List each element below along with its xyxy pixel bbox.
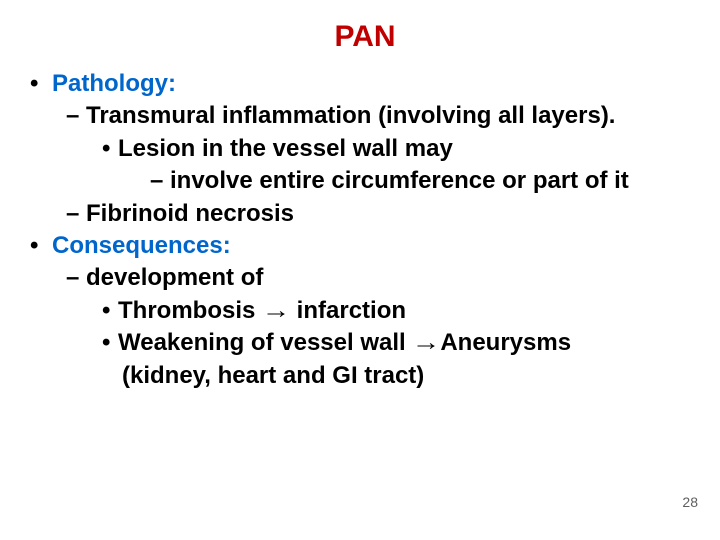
bullet-line: (kidney, heart and GI tract) <box>30 360 700 392</box>
bullet-line: •Consequences: <box>30 230 700 262</box>
bullet-text: Fibrinoid necrosis <box>86 200 294 227</box>
slide-body: PAN •Pathology:–Transmural inflammation … <box>0 0 720 392</box>
arrow-icon: → <box>259 295 293 327</box>
bullet-line: –development of <box>30 262 700 294</box>
bullet-marker: • <box>102 295 118 327</box>
bullet-line: •Lesion in the vessel wall may <box>30 133 700 165</box>
slide-title: PAN <box>30 20 700 54</box>
bullet-marker: – <box>66 262 86 294</box>
page-number: 28 <box>682 494 698 510</box>
bullet-text: involve entire circumference or part of … <box>170 167 629 194</box>
bullet-text: development of <box>86 264 263 291</box>
bullet-text: Pathology: <box>52 70 176 97</box>
bullet-marker: • <box>102 327 118 359</box>
bullet-line: •Thrombosis → infarction <box>30 295 700 327</box>
bullet-text: Weakening of vessel wall →Aneurysms <box>118 329 571 356</box>
slide-content: •Pathology:–Transmural inflammation (inv… <box>30 68 700 392</box>
bullet-line: –Fibrinoid necrosis <box>30 198 700 230</box>
bullet-text: (kidney, heart and GI tract) <box>122 362 424 389</box>
bullet-text: Lesion in the vessel wall may <box>118 135 453 162</box>
bullet-marker: – <box>66 198 86 230</box>
bullet-text: Thrombosis → infarction <box>118 297 406 324</box>
bullet-text: Transmural inflammation (involving all l… <box>86 102 615 129</box>
bullet-marker: – <box>66 100 86 132</box>
bullet-line: –Transmural inflammation (involving all … <box>30 100 700 132</box>
bullet-marker: • <box>30 230 52 262</box>
bullet-text: Consequences: <box>52 232 231 259</box>
bullet-marker: – <box>150 165 170 197</box>
bullet-line: •Pathology: <box>30 68 700 100</box>
bullet-marker: • <box>102 133 118 165</box>
bullet-line: –involve entire circumference or part of… <box>30 165 700 197</box>
arrow-icon: → <box>410 327 444 359</box>
bullet-line: •Weakening of vessel wall →Aneurysms <box>30 327 700 359</box>
bullet-marker: • <box>30 68 52 100</box>
